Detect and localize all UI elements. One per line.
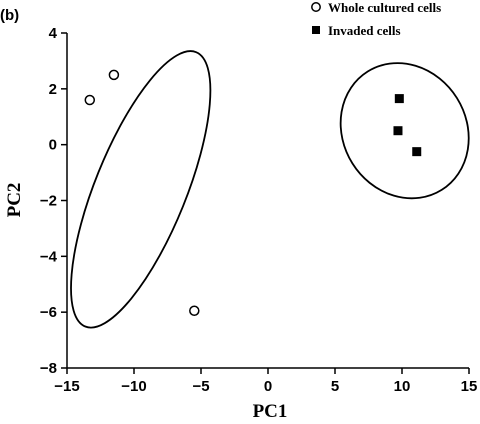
legend-marker-square — [312, 26, 320, 34]
x-tick-label: 5 — [331, 378, 339, 395]
x-axis-title: PC1 — [253, 401, 288, 422]
x-tick-label: −15 — [54, 378, 79, 395]
data-point-circle — [84, 94, 96, 106]
data-point-circle — [108, 69, 120, 81]
y-tick-label: −8 — [40, 360, 57, 377]
x-tick-label: 15 — [461, 378, 478, 395]
x-tick-label: −10 — [121, 378, 146, 395]
y-tick-label: −4 — [40, 248, 58, 265]
x-tick-label: 0 — [264, 378, 272, 395]
y-tick-label: 2 — [49, 81, 57, 98]
data-point-square — [412, 147, 422, 157]
legend-label: Whole cultured cells — [328, 0, 441, 15]
x-tick-label: 10 — [394, 378, 411, 395]
y-tick-label: −6 — [40, 304, 57, 321]
x-tick-label: −5 — [192, 378, 209, 395]
y-tick-label: 4 — [49, 25, 58, 42]
y-axis-title: PC2 — [4, 183, 25, 218]
legend-label: Invaded cells — [328, 23, 401, 38]
data-point-square — [394, 94, 404, 104]
cluster-ellipses — [70, 50, 470, 329]
axes: −15 −10 −5 0 5 10 15 −8 −6 −4 −2 0 2 4 — [40, 25, 477, 395]
data-points — [84, 69, 422, 317]
data-point-circle — [189, 305, 200, 317]
x-ticks: −15 −10 −5 0 5 10 15 — [54, 368, 477, 395]
panel-label: (b) — [0, 7, 19, 24]
data-point-square — [393, 126, 403, 136]
cluster-ellipse — [70, 50, 212, 329]
cluster-ellipse — [339, 62, 470, 200]
y-tick-label: 0 — [49, 137, 57, 154]
y-tick-label: −2 — [40, 193, 57, 210]
legend-marker-circle — [311, 2, 321, 12]
y-ticks: −8 −6 −4 −2 0 2 4 — [40, 25, 67, 377]
legend: Whole cultured cells Invaded cells — [311, 0, 441, 38]
